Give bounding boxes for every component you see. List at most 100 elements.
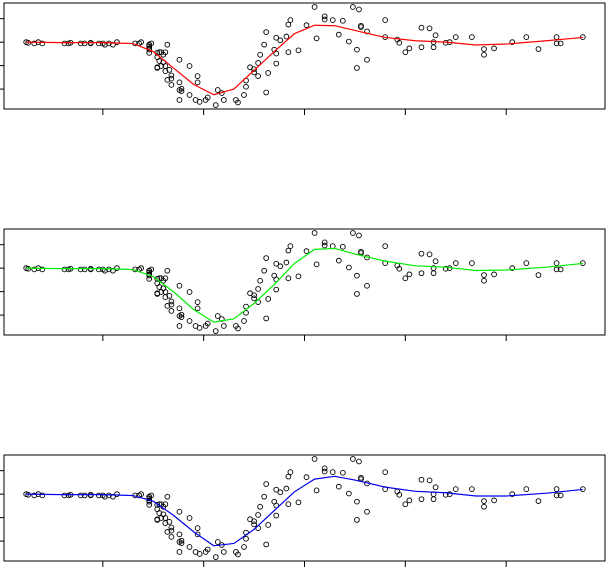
data-point	[426, 25, 433, 32]
data-point	[273, 512, 280, 519]
data-point	[553, 260, 560, 266]
data-point	[220, 323, 227, 329]
data-point	[176, 56, 183, 63]
smooth-line	[26, 24, 583, 96]
data-point	[509, 491, 516, 498]
data-point	[265, 70, 272, 76]
data-point	[277, 37, 284, 44]
data-point	[186, 515, 193, 521]
data-point	[168, 534, 175, 540]
data-point	[110, 493, 116, 500]
data-point	[194, 79, 201, 86]
data-point	[146, 276, 153, 282]
data-point	[186, 544, 193, 550]
data-point	[430, 44, 437, 51]
data-point	[243, 309, 249, 316]
data-point	[287, 469, 294, 475]
data-point	[162, 275, 169, 282]
data-point	[311, 4, 318, 10]
data-point	[285, 275, 292, 282]
data-point	[214, 87, 221, 93]
data-point	[432, 484, 439, 491]
data-point	[553, 486, 560, 492]
data-point	[261, 41, 268, 48]
data-point	[261, 267, 268, 274]
data-point	[162, 49, 169, 56]
data-point	[178, 85, 185, 92]
data-point	[212, 102, 219, 108]
data-point	[406, 497, 413, 504]
data-point	[418, 270, 425, 277]
data-point	[329, 469, 336, 475]
data-point	[251, 66, 257, 73]
data-point	[164, 267, 171, 274]
data-point	[481, 272, 487, 278]
data-point	[535, 46, 542, 52]
data-point	[77, 40, 84, 47]
data-point	[194, 299, 201, 305]
data-point	[287, 243, 294, 249]
data-point	[61, 40, 68, 47]
data-point	[430, 270, 437, 277]
data-point	[176, 305, 183, 312]
plot-frame	[3, 454, 606, 562]
smooth-line	[26, 247, 583, 323]
data-point	[354, 65, 360, 71]
data-point	[452, 260, 459, 266]
data-point	[356, 6, 362, 13]
data-point	[166, 518, 173, 525]
data-point	[277, 263, 284, 270]
data-point	[356, 232, 362, 239]
data-point	[553, 34, 560, 40]
data-point	[346, 490, 352, 497]
data-point	[273, 260, 280, 267]
data-point	[148, 40, 155, 47]
data-point	[178, 540, 185, 547]
data-point	[535, 498, 542, 504]
data-point	[354, 272, 360, 279]
data-point	[557, 492, 564, 499]
data-point	[176, 79, 183, 86]
data-point	[273, 60, 280, 67]
data-point	[273, 286, 280, 293]
data-point	[257, 277, 263, 284]
data-point	[186, 63, 193, 69]
data-point	[196, 551, 203, 557]
data-point	[321, 16, 328, 23]
data-point	[442, 265, 449, 272]
data-point	[418, 476, 425, 483]
data-point	[382, 17, 389, 23]
data-point	[168, 298, 175, 305]
data-point	[243, 535, 249, 542]
data-point	[166, 292, 173, 299]
data-point	[39, 492, 46, 499]
data-point	[186, 92, 193, 98]
data-point	[186, 318, 193, 324]
data-point	[204, 94, 211, 101]
data-point	[311, 230, 318, 236]
data-point	[114, 265, 120, 272]
data-point	[204, 546, 211, 553]
data-point	[491, 45, 497, 52]
data-point	[346, 38, 352, 45]
data-point	[220, 549, 227, 555]
data-point	[81, 492, 88, 499]
data-point	[87, 492, 94, 499]
data-point	[303, 474, 310, 481]
data-point	[321, 13, 328, 20]
data-point	[263, 29, 270, 35]
data-point	[553, 40, 560, 47]
data-point	[557, 266, 564, 273]
data-point	[285, 49, 292, 56]
data-point	[138, 39, 144, 46]
data-point	[273, 50, 280, 57]
data-point	[241, 544, 247, 550]
data-point	[235, 325, 241, 332]
data-point	[110, 41, 116, 48]
data-point	[321, 239, 328, 246]
data-point	[164, 41, 171, 48]
data-point	[255, 512, 261, 518]
data-point	[263, 89, 270, 96]
data-point	[354, 46, 360, 53]
